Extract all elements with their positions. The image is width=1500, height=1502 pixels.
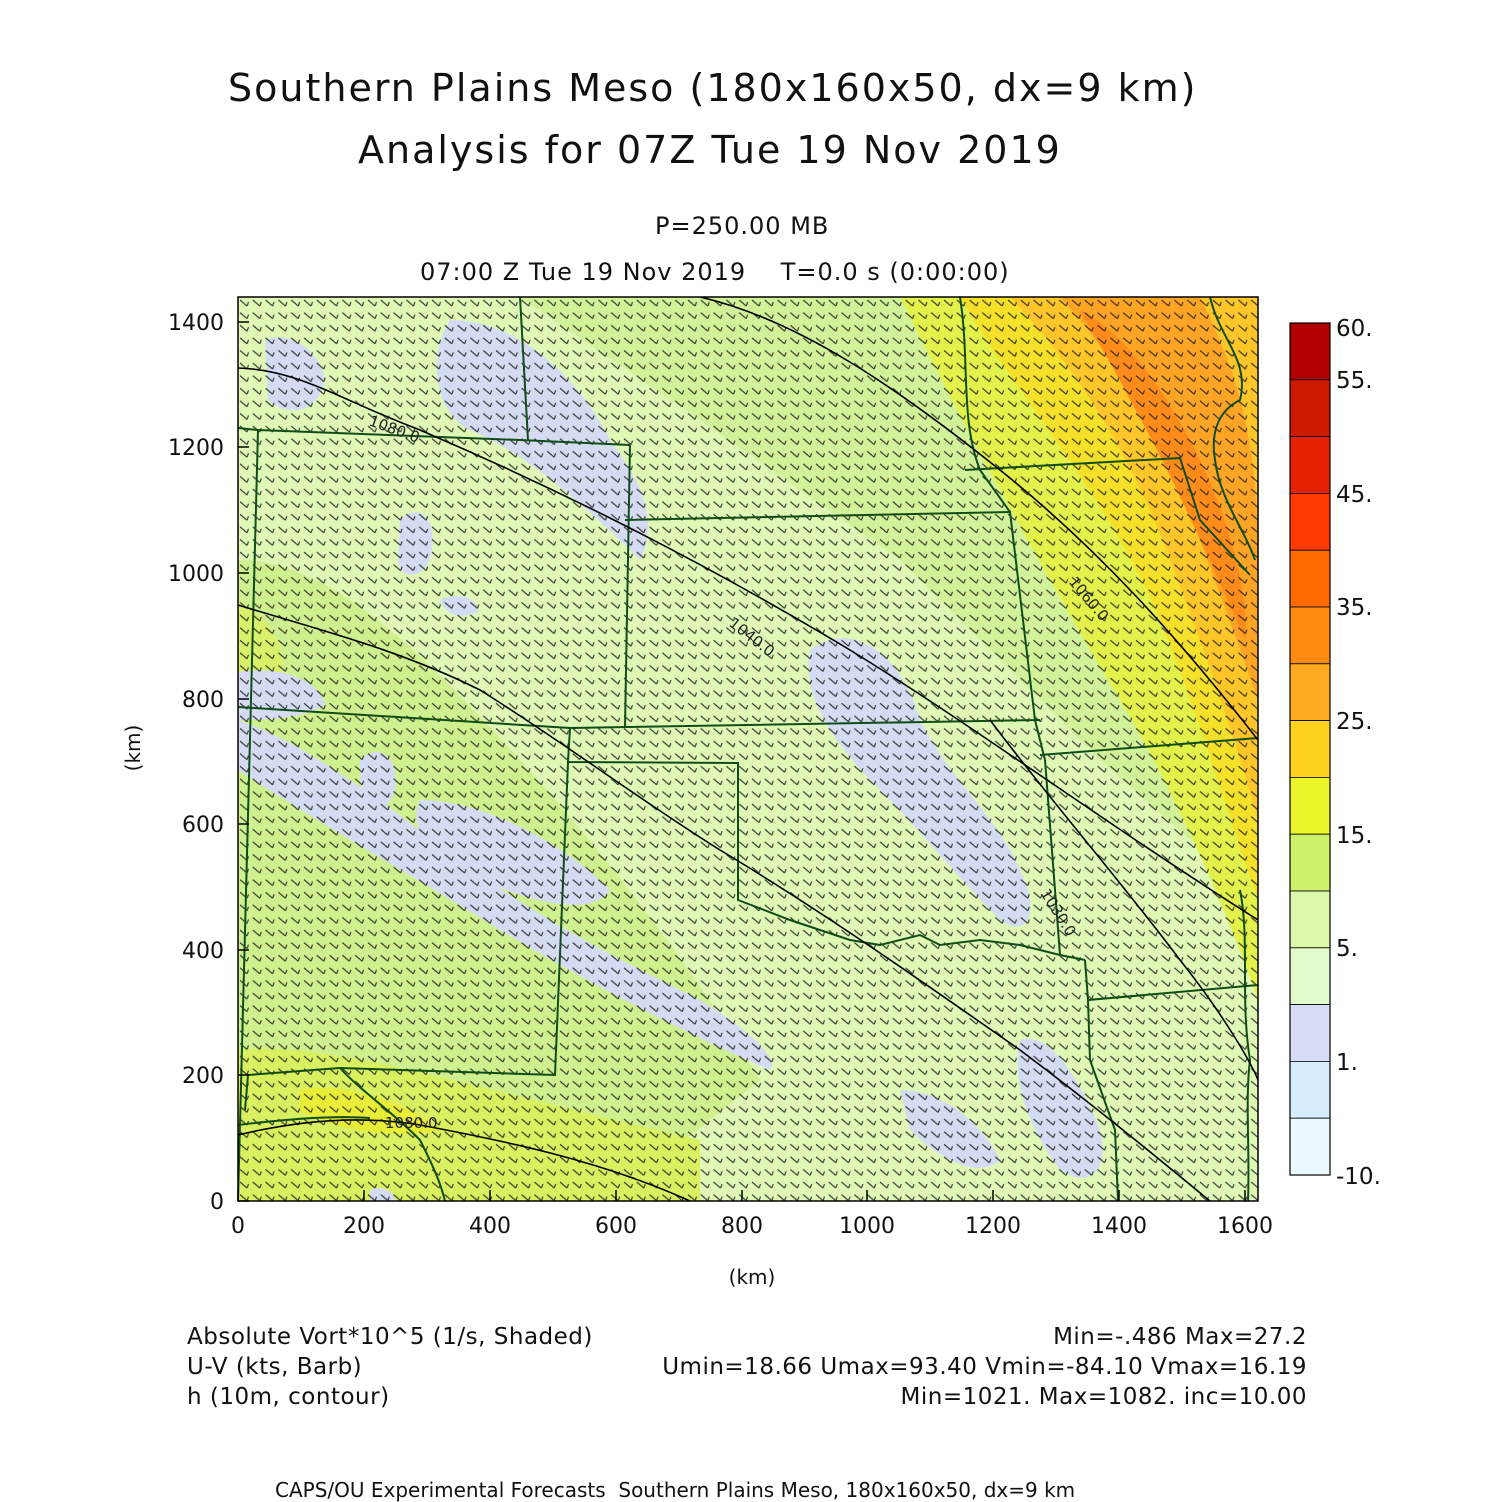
colorbar-segment — [1289, 436, 1331, 494]
pressure-level: P=250.00 MB — [655, 212, 830, 240]
colorbar-segment — [1289, 549, 1331, 608]
plot-frame — [237, 296, 1259, 1202]
y-tick-label: 1200 — [168, 436, 224, 461]
y-ticks — [238, 321, 249, 1202]
legend-contour-stats: Min=1021. Max=1082. inc=10.00 — [900, 1384, 1307, 1410]
colorbar-label: 5. — [1336, 936, 1358, 962]
x-tick-label: 1200 — [965, 1214, 1021, 1239]
x-tick-label: 1400 — [1091, 1214, 1147, 1239]
colorbar — [1289, 322, 1331, 1176]
y-tick-label: 0 — [210, 1190, 224, 1215]
colorbar-segment — [1289, 379, 1331, 437]
colorbar-segment — [1289, 663, 1331, 721]
colorbar-segment — [1289, 1117, 1331, 1176]
legend-contour-field: h (10m, contour) — [187, 1384, 390, 1410]
y-tick-label: 600 — [182, 813, 224, 838]
colorbar-segment — [1289, 833, 1331, 892]
colorbar-label: 35. — [1336, 595, 1373, 621]
colorbar-labels: 60. 55. 45. 35. 25. 15. 5. 1. -10. — [1336, 316, 1381, 1190]
x-tick-label: 200 — [343, 1214, 385, 1239]
x-tick-label: 1000 — [839, 1214, 895, 1239]
colorbar-segment — [1289, 947, 1331, 1005]
state-boundaries — [238, 297, 1258, 1201]
y-tick-label: 200 — [182, 1064, 224, 1089]
wind-barbs — [238, 297, 1258, 1201]
title-line-1: Southern Plains Meso (180x160x50, dx=9 k… — [228, 66, 1198, 110]
colorbar-label: 15. — [1336, 823, 1373, 849]
valid-time: 07:00 Z Tue 19 Nov 2019 T=0.0 s (0:00:00… — [420, 258, 1010, 286]
colorbar-label: 60. — [1336, 316, 1373, 342]
footer-credit: CAPS/OU Experimental Forecasts Southern … — [275, 1478, 1076, 1502]
x-tick-label: 1600 — [1217, 1214, 1273, 1239]
y-tick-label: 1400 — [168, 311, 224, 336]
colorbar-segment — [1289, 777, 1331, 835]
colorbar-segment — [1289, 1061, 1331, 1119]
y-tick-label: 400 — [182, 939, 224, 964]
colorbar-label: -10. — [1336, 1164, 1381, 1190]
legend-shaded-field: Absolute Vort*10^5 (1/s, Shaded) — [187, 1324, 593, 1350]
x-tick-label: 600 — [595, 1214, 637, 1239]
y-tick-label: 800 — [182, 688, 224, 713]
legend-barb-stats: Umin=18.66 Umax=93.40 Vmin=-84.10 Vmax=1… — [662, 1354, 1307, 1380]
x-tick-label: 800 — [721, 1214, 763, 1239]
legend-barb-field: U-V (kts, Barb) — [187, 1354, 363, 1380]
colorbar-segment — [1289, 322, 1331, 381]
colorbar-segment — [1289, 890, 1331, 949]
x-tick-label: 400 — [469, 1214, 511, 1239]
y-axis-title: (km) — [121, 725, 145, 772]
height-contours — [238, 297, 1258, 1201]
colorbar-label: 45. — [1336, 482, 1373, 508]
x-axis-title: (km) — [729, 1265, 776, 1289]
colorbar-segment — [1289, 1004, 1331, 1062]
colorbar-segment — [1289, 492, 1331, 551]
colorbar-label: 1. — [1336, 1050, 1358, 1076]
colorbar-frame — [1289, 322, 1331, 1176]
colorbar-segment — [1289, 606, 1331, 665]
title-line-2: Analysis for 07Z Tue 19 Nov 2019 — [358, 128, 1062, 172]
colorbar-segment — [1289, 720, 1331, 778]
legend-shaded-stats: Min=-.486 Max=27.2 — [1053, 1324, 1307, 1350]
y-tick-label: 1000 — [168, 562, 224, 587]
x-tick-label: 0 — [231, 1214, 245, 1239]
x-ticks — [237, 1190, 1246, 1201]
contour-label-5: 1080.0 — [385, 1114, 438, 1132]
colorbar-label: 25. — [1336, 709, 1373, 735]
colorbar-label: 55. — [1336, 368, 1373, 394]
